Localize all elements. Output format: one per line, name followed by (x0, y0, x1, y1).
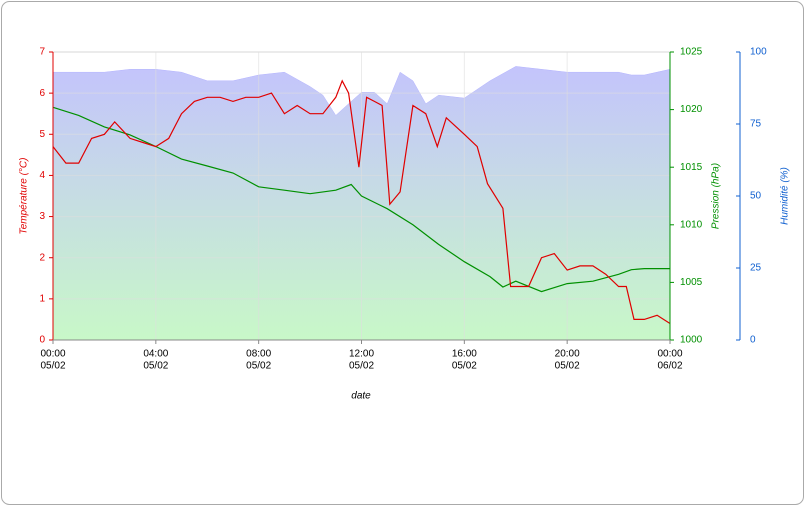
y3-axis-title: Humidité (%) (780, 167, 791, 225)
y-tick-label: 4 (39, 170, 45, 181)
y-tick-label: 7 (39, 47, 45, 58)
y3-tick-label: 75 (750, 119, 762, 130)
y-tick-label: 2 (39, 252, 45, 263)
y2-tick-label: 1020 (680, 104, 703, 115)
x-tick-label: 12:00 (349, 349, 374, 360)
y3-tick-label: 0 (750, 335, 756, 346)
x-tick-date: 05/02 (349, 361, 374, 372)
x-tick-date: 05/02 (246, 361, 271, 372)
y2-tick-label: 1005 (680, 277, 703, 288)
x-tick-label: 00:00 (40, 349, 65, 360)
x-axis-title: date (351, 391, 371, 402)
x-tick-date: 05/02 (452, 361, 477, 372)
y2-tick-label: 1000 (680, 335, 703, 346)
y-tick-label: 1 (39, 293, 45, 304)
x-tick-date: 05/02 (143, 361, 168, 372)
y2-axis-title: Pression (hPa) (711, 163, 722, 229)
series-line (52, 79, 671, 325)
y3-tick-label: 25 (750, 263, 762, 274)
x-tick-label: 16:00 (452, 349, 477, 360)
y-axis-title: Température (°C) (19, 158, 30, 235)
y-tick-label: 6 (39, 88, 45, 99)
y-tick-label: 5 (39, 129, 45, 140)
x-tick-label: 00:00 (657, 349, 682, 360)
y2-tick-label: 1025 (680, 47, 703, 58)
x-tick-date: 06/02 (657, 361, 682, 372)
y3-tick-label: 100 (750, 47, 767, 58)
x-tick-label: 08:00 (246, 349, 271, 360)
y3-tick-label: 50 (750, 191, 762, 202)
x-tick-date: 05/02 (40, 361, 65, 372)
x-tick-label: 04:00 (143, 349, 168, 360)
x-tick-date: 05/02 (555, 361, 580, 372)
y2-tick-label: 1010 (680, 219, 703, 230)
x-tick-label: 20:00 (555, 349, 580, 360)
y-tick-label: 3 (39, 211, 45, 222)
y2-tick-label: 1015 (680, 162, 703, 173)
series-line (52, 106, 670, 293)
y-tick-label: 0 (39, 335, 45, 346)
